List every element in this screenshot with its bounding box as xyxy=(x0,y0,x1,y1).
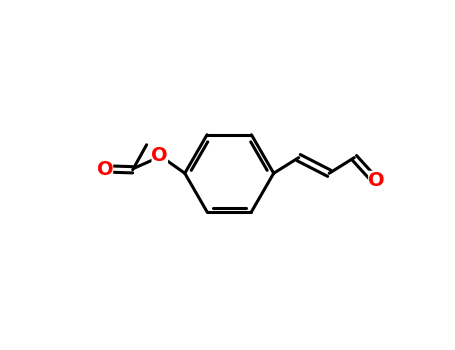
Text: O: O xyxy=(152,146,168,165)
Text: O: O xyxy=(96,160,113,178)
Text: O: O xyxy=(368,171,385,190)
